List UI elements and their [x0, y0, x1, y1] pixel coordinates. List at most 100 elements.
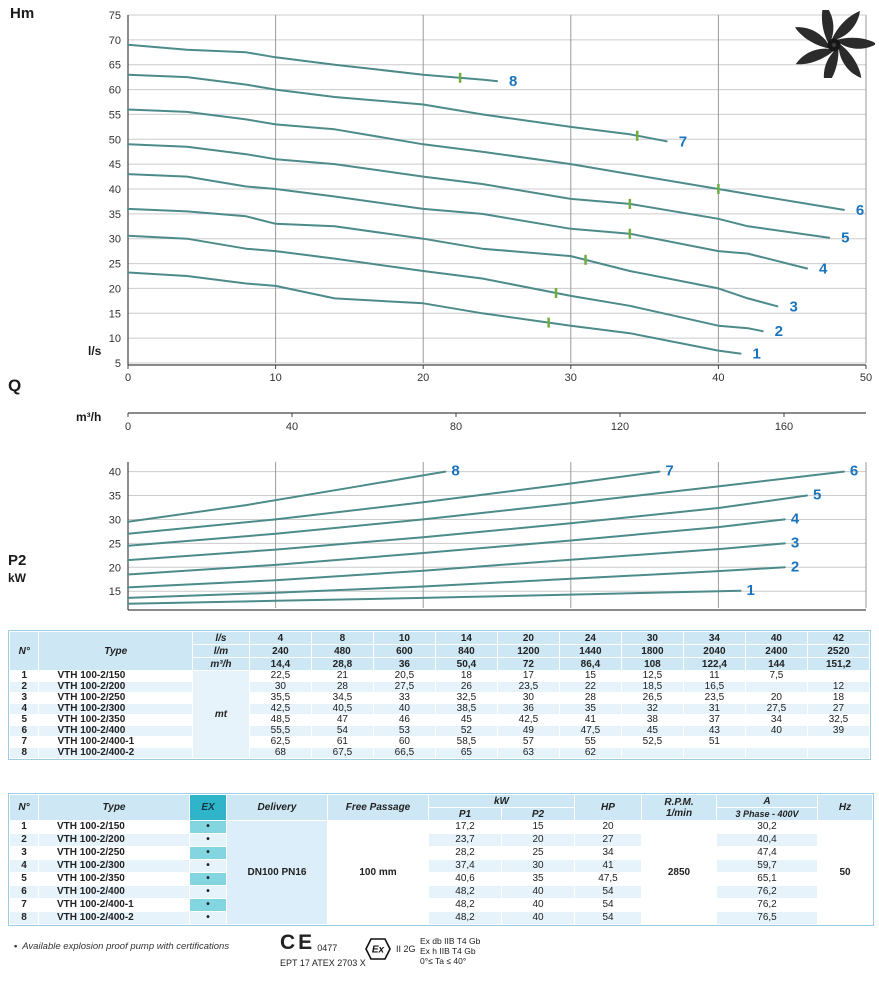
- y-axis-label-hm: Hm: [10, 5, 35, 22]
- row-number: 6: [10, 726, 39, 736]
- current-value: 47,4: [717, 847, 817, 859]
- flow-lm: 2400: [745, 645, 807, 657]
- curve-number-label: 3: [789, 298, 797, 315]
- flow-lm: 240: [249, 645, 311, 657]
- pump-type: VTH 100-2/400: [39, 886, 189, 898]
- x-tick-label: 20: [417, 372, 429, 384]
- hp-value: 54: [575, 912, 641, 924]
- head-value: 33: [373, 693, 435, 703]
- head-value: 55,5: [249, 726, 311, 736]
- curve-number-label: 7: [679, 133, 687, 150]
- row-number: 7: [10, 899, 38, 911]
- head-value: 62: [559, 748, 621, 758]
- head-value: 40: [745, 726, 807, 736]
- ex-hexagon-icon: Ex: [365, 938, 391, 960]
- header-p2: P2: [502, 808, 574, 820]
- performance-table: N° Type l/s 4 8 10 14 20 24 30 34 40 42 l/m 240 480 600 8…: [8, 630, 871, 760]
- head-value: 51: [683, 737, 745, 747]
- performance-row: 6 VTH 100-2/400 55,5 54 53 52 49 47,5 45 43 40 39: [10, 726, 869, 736]
- head-value: 49: [497, 726, 559, 736]
- head-value: 22,5: [249, 671, 311, 681]
- y-tick-label: 65: [109, 60, 121, 72]
- current-value: 59,7: [717, 860, 817, 872]
- header-p1: P1: [429, 808, 501, 820]
- head-value: 47: [311, 715, 373, 725]
- flow-ls: 8: [311, 632, 373, 644]
- flow-ls: 34: [683, 632, 745, 644]
- p2-value: 30: [502, 860, 574, 872]
- header-kw: kW: [429, 795, 574, 807]
- row-number: 5: [10, 873, 38, 885]
- head-value: 42,5: [249, 704, 311, 714]
- ce-logo: CE: [280, 931, 316, 954]
- specification-row: 5 VTH 100-2/350 • 40,6 35 47,5 65,1: [10, 873, 872, 885]
- head-value: 67,5: [311, 748, 373, 758]
- p2-value: 35: [502, 873, 574, 885]
- pump-curve-6: [127, 108, 845, 211]
- header-unit-m3h: m³/h: [192, 658, 249, 670]
- curve-number-label: 2: [775, 323, 783, 340]
- current-value: 65,1: [717, 873, 817, 885]
- y-tick-label: 35: [109, 209, 121, 221]
- head-value: [807, 748, 869, 758]
- y-tick-label: 15: [109, 308, 121, 320]
- p1-value: 37,4: [429, 860, 501, 872]
- pump-curve-5: [127, 143, 831, 239]
- header-unit-lm: l/m: [192, 645, 249, 657]
- head-value: 34,5: [311, 693, 373, 703]
- flow-m3h: 50,4: [435, 658, 497, 670]
- pump-curve-4: [127, 173, 808, 270]
- head-value: 43: [683, 726, 745, 736]
- p2-value: 40: [502, 886, 574, 898]
- flow-lm: 2520: [807, 645, 869, 657]
- head-value: 35: [559, 704, 621, 714]
- pump-curve-8: [127, 43, 498, 83]
- head-value: 12: [807, 682, 869, 692]
- curve-number-label: 4: [791, 510, 800, 527]
- pump-type: VTH 100-2/300: [39, 704, 192, 714]
- specification-row: 4 VTH 100-2/300 • 37,4 30 41 59,7: [10, 860, 872, 872]
- head-value: 30: [497, 693, 559, 703]
- header-ex: EX: [190, 795, 226, 820]
- x-tick-label: 30: [565, 372, 577, 384]
- y-tick-label: 40: [109, 184, 121, 196]
- head-value: 60: [373, 737, 435, 747]
- explosion-proof-note: • Available explosion proof pump with ce…: [14, 941, 229, 952]
- head-value: 35,5: [249, 693, 311, 703]
- pump-curve-8: [127, 470, 447, 523]
- head-value: 61: [311, 737, 373, 747]
- flow-m3h: 86,4: [559, 658, 621, 670]
- x-axis-unit-ls: l/s: [88, 344, 102, 358]
- flow-ls: 42: [807, 632, 869, 644]
- x-axis-unit-m3h: m³/h: [76, 410, 102, 424]
- curve-number-label: 6: [850, 463, 858, 480]
- header-amps: A: [717, 795, 817, 807]
- specification-row: 3 VTH 100-2/250 • 28,2 25 34 47,4: [10, 847, 872, 859]
- pump-type: VTH 100-2/400-2: [39, 912, 189, 924]
- head-value: 68: [249, 748, 311, 758]
- flow-m3h: 144: [745, 658, 807, 670]
- flow-ls: 20: [497, 632, 559, 644]
- pump-curve-5: [127, 494, 808, 562]
- current-value: 30,2: [717, 821, 817, 833]
- head-value: 65: [435, 748, 497, 758]
- x-tick-label: 40: [712, 372, 724, 384]
- header-rpm: R.P.M. 1/min: [642, 795, 716, 820]
- flow-ls: 4: [249, 632, 311, 644]
- pump-type: VTH 100-2/150: [39, 671, 192, 681]
- head-value: 42,5: [497, 715, 559, 725]
- free-passage-value: 100 mm: [328, 821, 428, 924]
- y-tick-label: 30: [109, 234, 121, 246]
- head-value: 28: [311, 682, 373, 692]
- pump-curve-7: [127, 73, 668, 143]
- pump-type: VTH 100-2/250: [39, 693, 192, 703]
- y-tick-label: 45: [109, 159, 121, 171]
- head-value: 20: [745, 693, 807, 703]
- x-tick-label: 10: [269, 372, 281, 384]
- header-hz: Hz: [818, 795, 872, 820]
- head-value: 32,5: [807, 715, 869, 725]
- head-value: [745, 737, 807, 747]
- pump-type: VTH 100-2/300: [39, 860, 189, 872]
- pump-type: VTH 100-2/150: [39, 821, 189, 833]
